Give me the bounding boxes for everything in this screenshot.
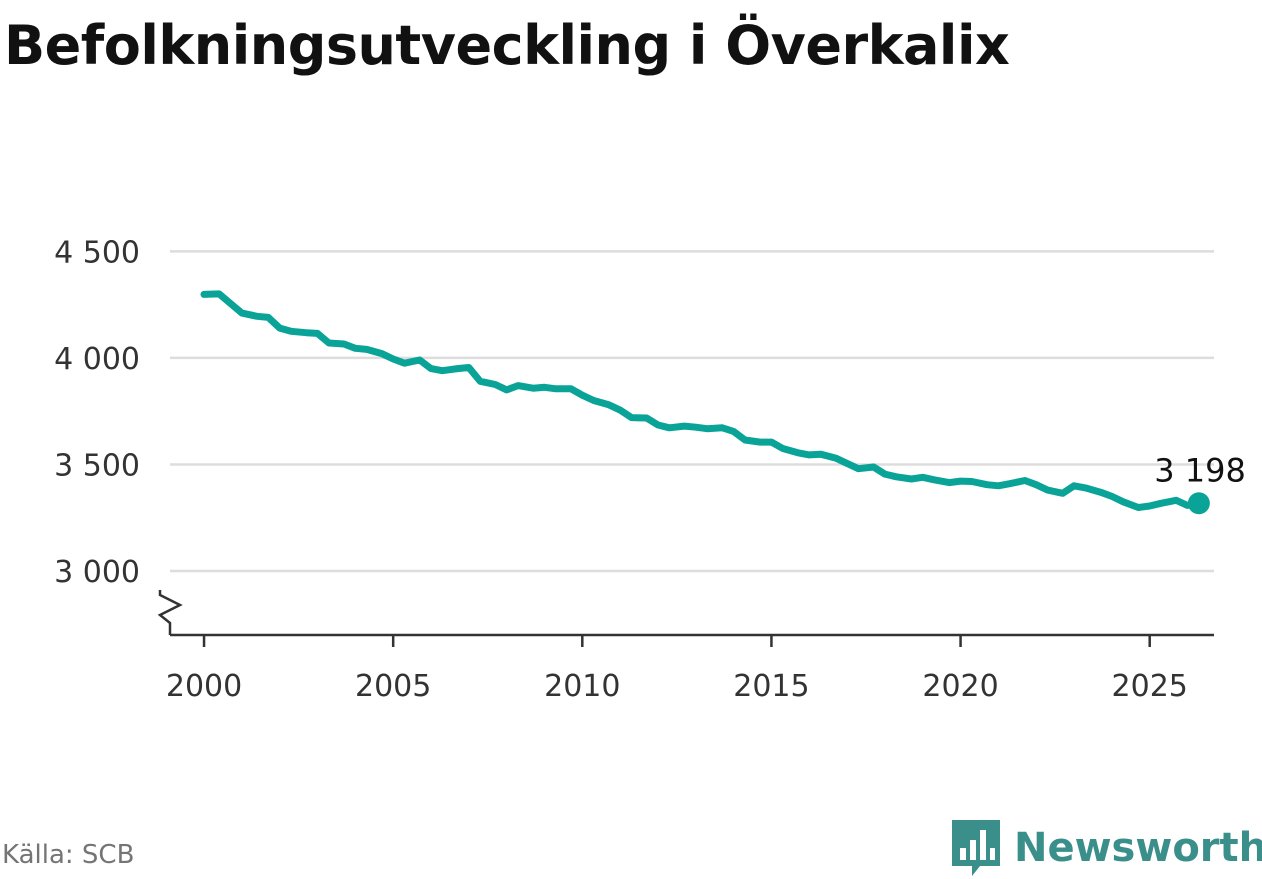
x-tick-label: 2025 bbox=[1112, 669, 1188, 704]
x-tick-label: 2015 bbox=[733, 669, 809, 704]
x-tick-label: 2005 bbox=[355, 669, 431, 704]
x-tick-label: 2010 bbox=[544, 669, 620, 704]
y-axis-break bbox=[157, 590, 183, 635]
y-tick-label: 4 000 bbox=[54, 342, 140, 377]
end-value-label: 3 198 bbox=[1154, 451, 1246, 489]
series-line bbox=[200, 290, 1203, 511]
y-tick-label: 3 500 bbox=[54, 448, 140, 483]
bar-chart-bubble-icon bbox=[952, 820, 1000, 876]
source-note: Källa: SCB bbox=[2, 840, 135, 870]
chart-title: Befolkningsutveckling i Överkalix bbox=[4, 14, 1010, 77]
end-point-marker bbox=[1187, 492, 1210, 515]
series bbox=[200, 290, 1210, 515]
axes bbox=[157, 590, 1214, 647]
x-tick-label: 2020 bbox=[922, 669, 998, 704]
brand-logo: Newsworthy bbox=[950, 818, 1262, 878]
labels: 3 000 3 500 4 000 4 500 2000 2005 2010 2015 2020… bbox=[54, 235, 1246, 704]
x-tick-label: 2000 bbox=[166, 669, 242, 704]
gridlines bbox=[170, 250, 1214, 573]
brand-name: Newsworthy bbox=[1014, 825, 1262, 871]
y-tick-label: 3 000 bbox=[54, 555, 140, 590]
y-tick-label: 4 500 bbox=[54, 235, 140, 270]
